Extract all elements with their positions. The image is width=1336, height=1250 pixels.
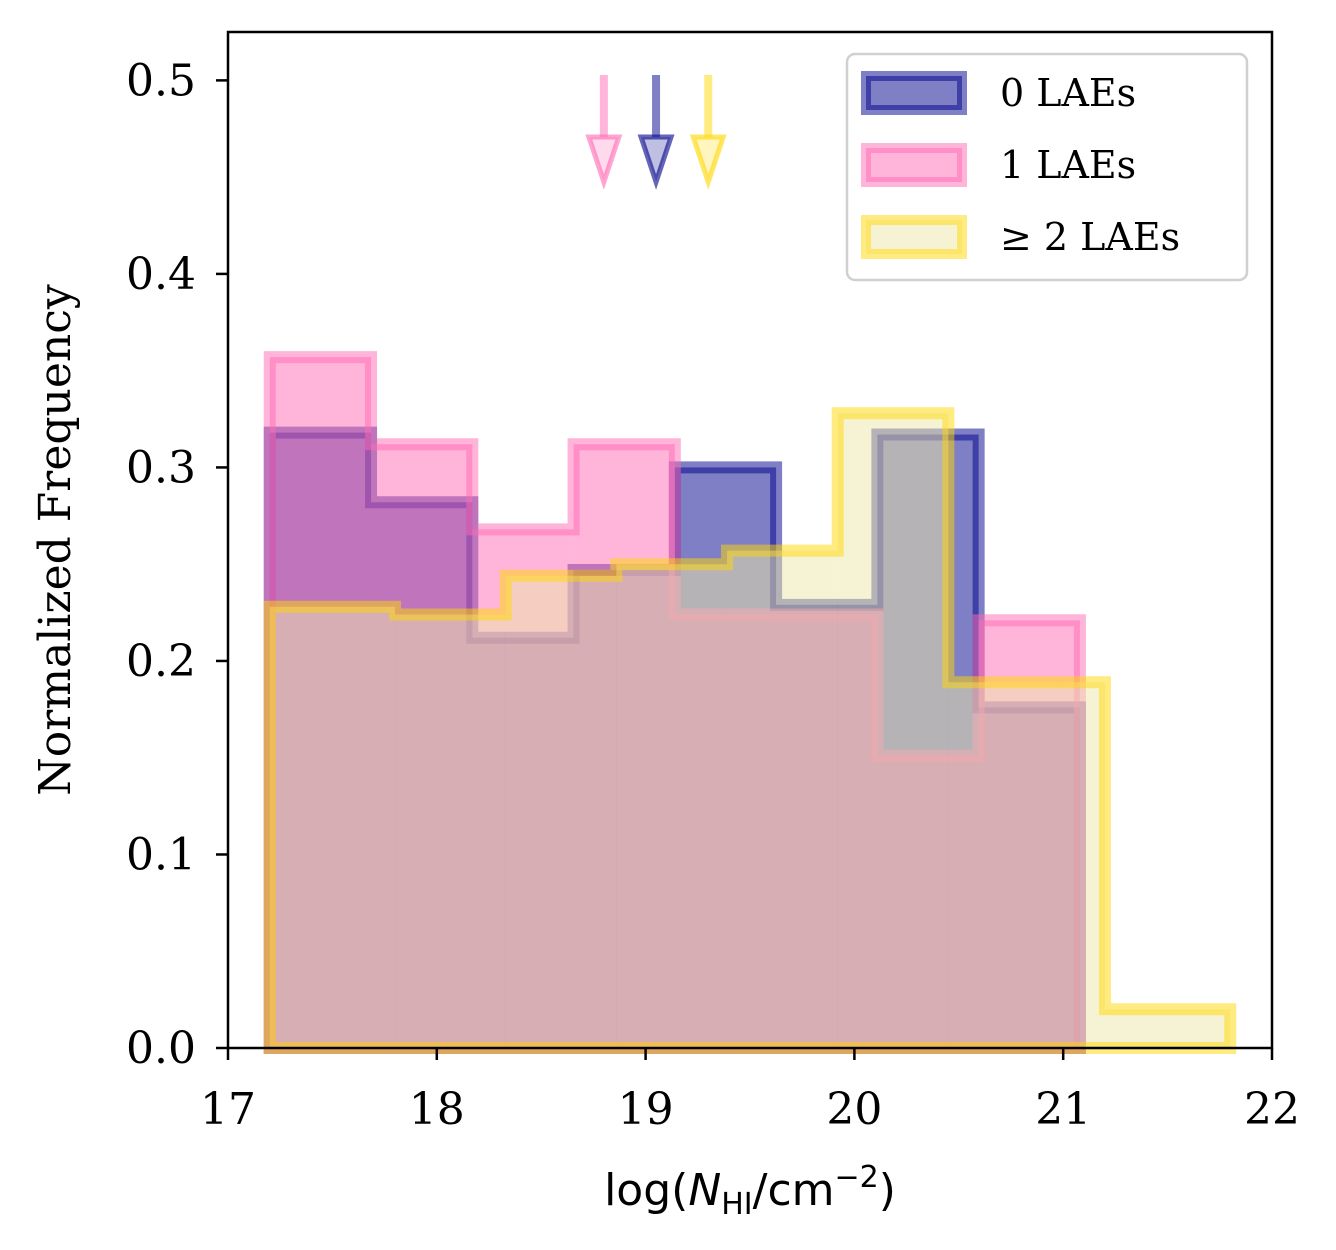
bar-ge2-laes-3 [616, 564, 728, 1048]
arrow-0-laes [637, 75, 675, 190]
legend: 0 LAEs 1 LAEs ≥ 2 LAEs [845, 52, 1249, 282]
legend-item-0-laes: 0 LAEs [861, 71, 1136, 115]
x-tick-label-20: 20 [826, 1084, 882, 1135]
legend-swatch-1-laes [861, 143, 967, 187]
bar-ge2-laes-5 [837, 413, 949, 1048]
bar-ge2-laes-0 [269, 606, 396, 1048]
legend-label-1-laes: 1 LAEs [1000, 143, 1136, 187]
x-tick-label-17: 17 [200, 1084, 256, 1135]
bar-ge2-laes-1 [395, 614, 506, 1048]
legend-swatch-0-laes [861, 71, 967, 115]
x-tick-label-18: 18 [409, 1084, 465, 1135]
x-tick-label-22: 22 [1244, 1084, 1300, 1135]
y-tick-label-3: 0.3 [126, 442, 196, 493]
outline-1-laes [263, 351, 1086, 1054]
bar-ge2-laes-2 [505, 575, 617, 1048]
y-tick-label-2: 0.2 [126, 636, 196, 687]
outline-ge2-laes [263, 407, 1237, 1054]
legend-item-ge2-laes: ≥ 2 LAEs [861, 215, 1180, 259]
legend-swatch-ge2-laes [861, 215, 967, 259]
x-tick-label-19: 19 [618, 1084, 674, 1135]
y-tick-label-1: 0.1 [126, 829, 196, 880]
median-arrows [585, 75, 727, 190]
x-tick-label-21: 21 [1035, 1084, 1091, 1135]
legend-label-ge2-laes: ≥ 2 LAEs [1000, 215, 1180, 259]
legend-label-0-laes: 0 LAEs [1000, 71, 1136, 115]
x-axis-ticks: 17 18 19 20 21 22 [200, 1048, 1300, 1135]
bar-ge2-laes-4 [727, 550, 838, 1048]
series-ge2-laes [263, 407, 1237, 1054]
legend-item-1-laes: 1 LAEs [861, 143, 1136, 187]
arrow-ge2-laes [689, 75, 727, 190]
y-tick-label-5: 0.5 [126, 55, 196, 106]
bar-ge2-laes-7 [1059, 682, 1105, 1048]
y-tick-label-4: 0.4 [126, 249, 196, 300]
arrow-1-laes [585, 75, 623, 190]
y-axis-label: Normalized Frequency [30, 284, 81, 796]
bar-ge2-laes-8 [1104, 1009, 1231, 1048]
plot-frame [226, 30, 1274, 1050]
y-tick-label-0: 0.0 [126, 1023, 196, 1074]
bar-ge2-laes-6 [948, 682, 1060, 1048]
histogram-bars [263, 351, 1237, 1054]
x-axis-label: log(NHI/cm−2) [604, 1160, 896, 1222]
y-axis-ticks: 0.0 0.1 0.2 0.3 0.4 0.5 [126, 55, 228, 1074]
